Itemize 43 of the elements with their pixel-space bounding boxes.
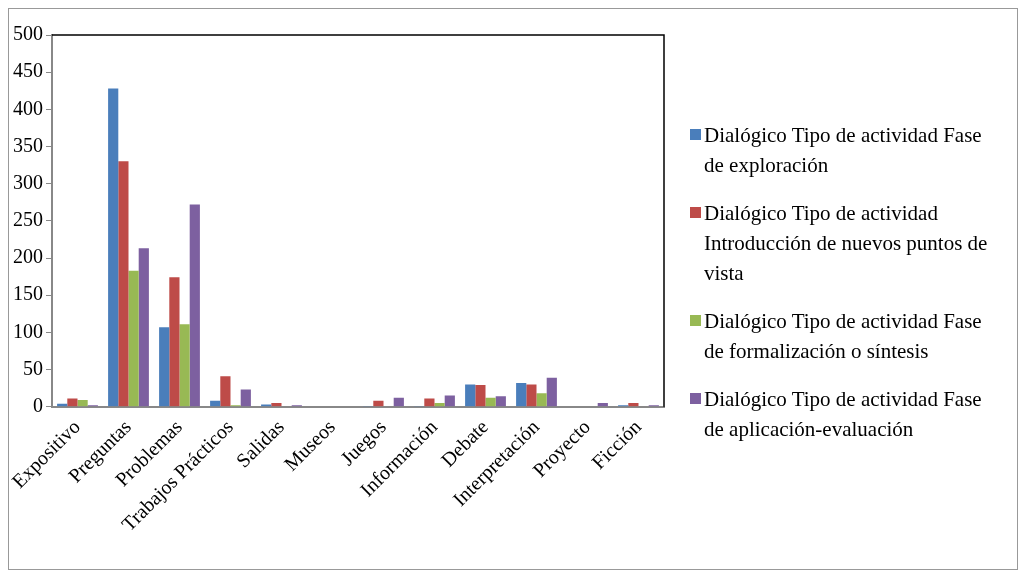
bar [128,270,139,407]
bar [189,204,200,407]
bar [118,161,129,407]
y-tick-label: 200 [13,245,43,268]
y-tick-label: 350 [13,133,43,156]
bar [434,402,445,407]
bar [159,327,170,407]
bar [495,396,506,407]
bar [628,402,639,407]
bar [597,402,608,407]
legend-label: Dialógico Tipo de actividad Fase de exploración [704,122,983,179]
y-tick-label: 250 [13,208,43,231]
bar [77,399,88,407]
bar [271,402,282,407]
bar [526,384,537,407]
y-tick-label: 300 [13,170,43,193]
y-tick-label: 0 [33,393,43,416]
bar [138,248,149,407]
y-tick-label: 450 [13,59,43,82]
y-tick-label: 500 [13,22,43,45]
bar [536,393,547,407]
bar [240,389,251,407]
legend-label: Dialógico Tipo de actividad Fase de aplicación-evaluación [704,386,983,443]
legend-label: Dialógico Tipo de actividad Introducción de nuevos puntos de vista [704,200,989,287]
bar [67,398,78,407]
bar [546,377,557,407]
bar [465,384,476,407]
y-tick-label: 100 [13,319,43,342]
y-tick-label: 50 [23,356,43,379]
bar [108,88,119,407]
bar [475,385,486,407]
bar [424,398,435,407]
bar [373,400,384,407]
bar [220,376,231,407]
bar [444,395,455,407]
y-tick-label: 400 [13,96,43,119]
bar [169,277,180,407]
bar [485,397,496,407]
bar [516,382,527,407]
legend-label: Dialógico Tipo de actividad Fase de formalización o síntesis [704,308,983,365]
y-tick-label: 150 [13,282,43,305]
bar [179,324,190,407]
bar [393,397,404,407]
